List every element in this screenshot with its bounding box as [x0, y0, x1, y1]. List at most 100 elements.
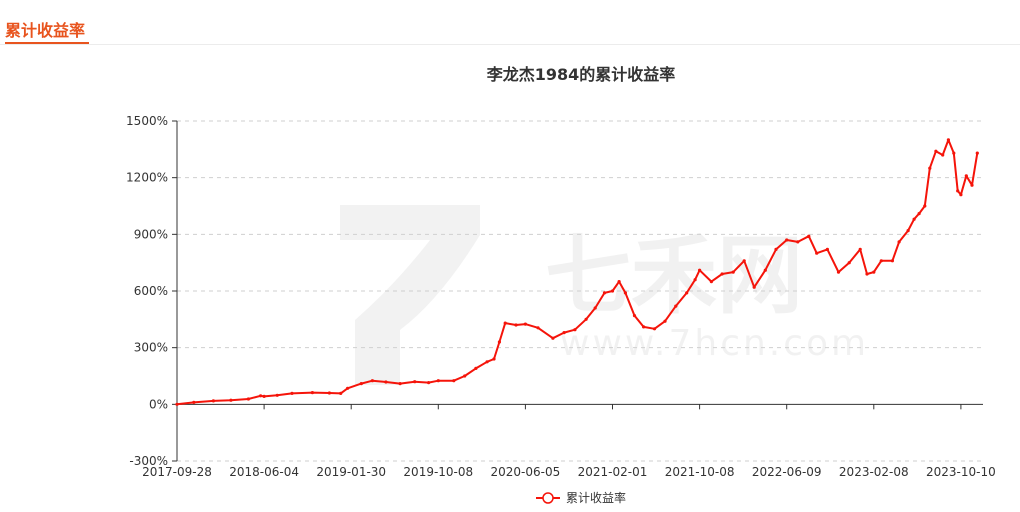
legend[interactable]: 累计收益率 — [536, 490, 626, 505]
data-point — [229, 398, 233, 402]
data-point — [192, 400, 196, 404]
watermark-url: www.7hcn.com — [560, 323, 869, 364]
data-point — [785, 238, 789, 242]
watermark-logo — [340, 205, 480, 385]
tab-underline — [5, 42, 89, 44]
x-axis: 2017-09-28 2018-06-04 2019-01-30 2019-10-08… — [142, 403, 996, 479]
data-point — [463, 374, 467, 378]
data-point — [952, 151, 956, 155]
data-point — [259, 394, 263, 398]
watermark: 七禾网 www.7hcn.com — [340, 205, 869, 385]
data-point — [956, 189, 960, 193]
x-tick-label: 2019-01-30 — [316, 465, 386, 479]
data-point — [610, 289, 615, 293]
y-tick-label: 300% — [134, 341, 168, 355]
y-tick-label: 0% — [149, 397, 168, 411]
x-tick-label: 2022-06-09 — [752, 465, 822, 479]
data-point — [436, 379, 440, 383]
y-tick-label: 1200% — [126, 171, 168, 185]
data-point — [262, 394, 266, 398]
tab-header: 累计收益率 — [0, 0, 1020, 46]
data-point — [720, 272, 724, 276]
data-point — [763, 268, 767, 272]
data-point — [514, 323, 518, 327]
data-point — [175, 402, 179, 406]
data-point — [964, 174, 968, 178]
data-point — [536, 326, 540, 330]
x-tick-label: 2023-10-10 — [926, 465, 996, 479]
grid — [177, 120, 983, 462]
data-point — [685, 291, 689, 295]
data-point — [742, 259, 746, 263]
y-tick-label: 900% — [134, 227, 168, 241]
y-axis: -300% 0% 300% 600% 900% 1200% 1500% — [126, 114, 178, 468]
data-point — [474, 366, 478, 370]
data-point — [912, 217, 916, 221]
data-point — [327, 391, 331, 395]
x-tick-label: 2017-09-28 — [142, 465, 212, 479]
x-tick-label: 2018-06-04 — [229, 465, 299, 479]
data-point — [359, 382, 363, 386]
data-point — [275, 393, 279, 397]
data-point — [427, 381, 431, 385]
data-point — [836, 270, 841, 274]
data-point — [946, 138, 951, 142]
data-point — [584, 317, 588, 321]
data-point — [934, 149, 938, 153]
data-point — [663, 319, 667, 323]
data-point — [847, 261, 851, 265]
data-point — [370, 379, 374, 383]
data-point — [562, 331, 566, 335]
x-tick-label: 2023-02-08 — [839, 465, 909, 479]
data-point — [617, 280, 621, 284]
series-layer — [175, 138, 979, 406]
data-point — [652, 327, 657, 331]
x-tick-label: 2021-02-01 — [578, 465, 648, 479]
data-point — [492, 357, 496, 361]
tab-divider — [0, 44, 1020, 45]
data-point — [593, 306, 597, 310]
data-point — [774, 247, 778, 251]
data-point — [674, 304, 678, 308]
data-point — [485, 360, 489, 364]
data-point — [709, 280, 714, 284]
data-point — [413, 380, 417, 384]
data-point — [698, 268, 702, 272]
data-point — [796, 240, 800, 244]
data-point — [879, 259, 883, 263]
data-point — [959, 193, 963, 197]
y-tick-label: 600% — [134, 284, 168, 298]
data-point — [865, 272, 869, 276]
data-point — [290, 391, 294, 395]
data-point — [642, 325, 646, 329]
data-point — [923, 204, 927, 208]
data-point — [897, 240, 901, 244]
x-tick-label: 2021-10-08 — [665, 465, 735, 479]
data-point — [573, 328, 577, 332]
data-point — [752, 285, 756, 289]
data-point — [523, 322, 528, 326]
data-point — [602, 291, 607, 295]
data-point — [731, 270, 735, 274]
tab-title[interactable]: 累计收益率 — [5, 21, 86, 40]
legend-marker — [542, 492, 554, 504]
data-point — [693, 278, 697, 282]
data-point — [246, 397, 250, 401]
data-point — [452, 379, 456, 383]
legend-label: 累计收益率 — [566, 490, 626, 505]
x-tick-label: 2020-06-05 — [491, 465, 561, 479]
y-tick-label: 1500% — [126, 114, 168, 128]
data-point — [807, 234, 811, 238]
data-point — [398, 382, 402, 386]
x-tick-label: 2019-10-08 — [403, 465, 473, 479]
data-point — [872, 270, 876, 274]
data-point — [346, 386, 350, 390]
data-point — [632, 314, 637, 318]
data-point — [815, 251, 819, 255]
data-point — [970, 183, 974, 187]
data-point — [211, 399, 215, 403]
data-point — [310, 391, 314, 395]
data-point — [339, 391, 343, 395]
data-point — [975, 151, 979, 155]
